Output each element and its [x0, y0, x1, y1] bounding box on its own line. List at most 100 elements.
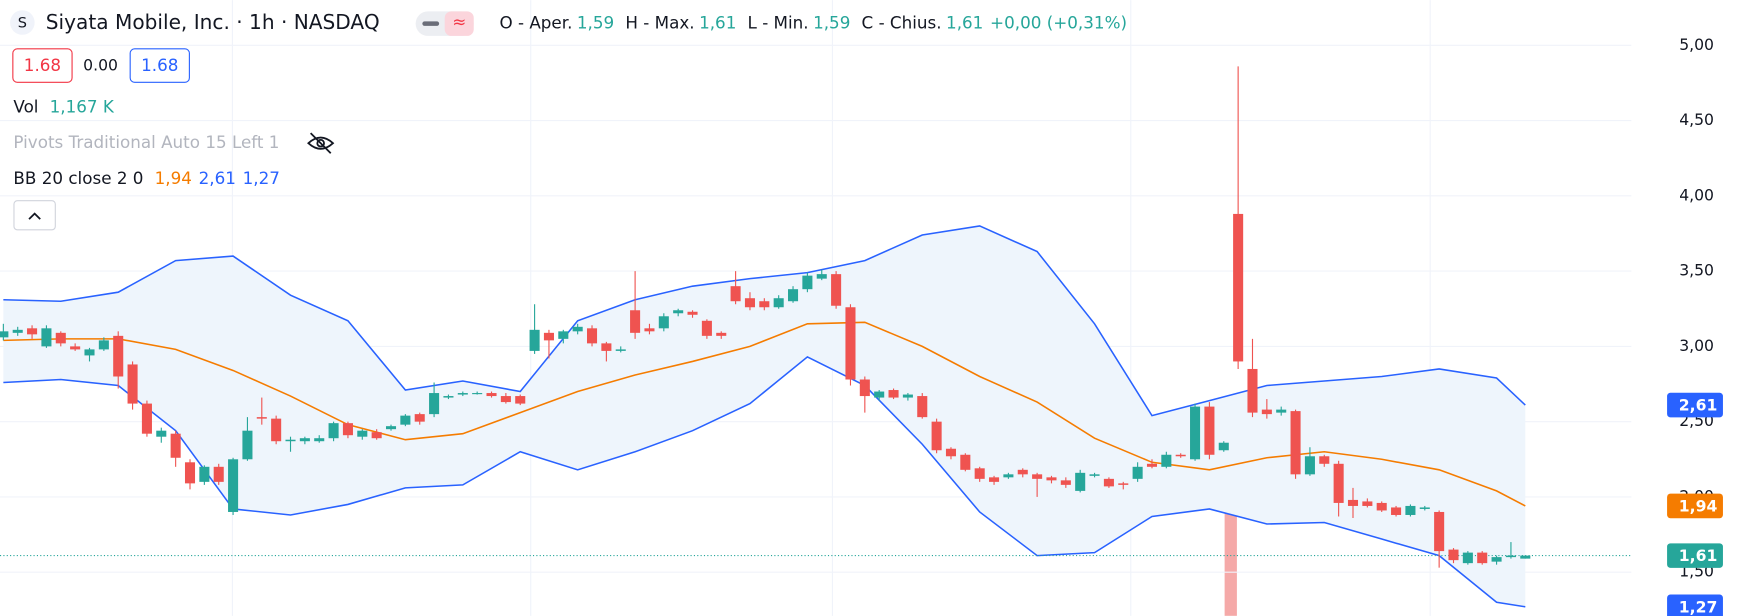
candle-body	[12, 329, 23, 333]
candle-body	[1089, 474, 1100, 476]
candle-body	[328, 423, 339, 439]
buy-price[interactable]: 1.68	[141, 55, 178, 75]
candle-body	[1333, 463, 1344, 503]
candle-body	[314, 438, 325, 442]
y-tick-label: 3,00	[1679, 336, 1714, 355]
candle-body	[55, 332, 66, 344]
hidden-icon[interactable]	[307, 132, 335, 154]
candle-body	[1434, 511, 1445, 552]
candle-body	[1060, 480, 1071, 485]
candle-body	[788, 289, 799, 302]
candle-body	[342, 423, 353, 436]
candle-body	[156, 430, 167, 437]
ohlc-value: 1,61	[946, 13, 983, 33]
price-badge-label: 1,94	[1679, 497, 1718, 516]
candle-body	[1491, 557, 1502, 562]
candle-body	[98, 340, 109, 350]
candle-body	[457, 393, 468, 395]
band-fill	[3, 225, 1526, 607]
candle-body	[1520, 555, 1531, 559]
candle-body	[572, 326, 583, 332]
collapse-button[interactable]	[13, 200, 56, 231]
candle-body	[615, 349, 626, 351]
candle-body	[773, 298, 784, 308]
candle-body	[184, 462, 196, 484]
candle-body	[1075, 472, 1086, 491]
bb-middle: 1,94	[155, 168, 192, 188]
candle-body	[701, 320, 712, 336]
ohlc-legend: O - Aper. 1,59 H - Max. 1,61 L - Min. 1,59 C -…	[499, 13, 1127, 33]
candle-body	[917, 396, 928, 418]
y-tick-label: 4,50	[1679, 110, 1714, 129]
candle-body	[170, 433, 181, 458]
band-lower	[3, 355, 1526, 608]
price-badge-label: 1,61	[1679, 546, 1718, 565]
candle-body	[1118, 483, 1129, 485]
candle-body	[113, 335, 124, 377]
candle-body	[1103, 478, 1114, 487]
y-tick-label: 5,00	[1679, 35, 1714, 54]
candle-body	[759, 301, 770, 308]
ohlc-label: H - Max.	[625, 13, 694, 33]
candle-body	[1362, 501, 1373, 506]
symbol-title[interactable]: Siyata Mobile, Inc. · 1h · NASDAQ	[46, 10, 380, 34]
candle-body	[1032, 474, 1043, 479]
candle-body	[1391, 507, 1402, 515]
candle-body	[127, 364, 138, 404]
candle-body	[960, 454, 971, 470]
logo	[10, 10, 35, 35]
candle-body	[285, 439, 296, 442]
candle-body	[515, 396, 526, 404]
price-badge-label: 2,61	[1679, 396, 1718, 415]
candle-body	[673, 310, 684, 314]
candle-body	[1405, 505, 1416, 515]
candle-body	[586, 328, 598, 344]
candle-body	[558, 331, 569, 339]
sell-button[interactable]	[12, 48, 73, 83]
candle-body	[1161, 454, 1172, 467]
candle-body	[744, 298, 755, 308]
candle-body	[199, 466, 210, 482]
candle-body	[716, 332, 727, 336]
band-upper	[3, 225, 1526, 417]
candle-body	[1376, 502, 1387, 511]
candle-body	[1132, 466, 1143, 479]
candle-body	[429, 393, 440, 415]
candle-body	[371, 432, 382, 439]
candle-body	[1233, 213, 1244, 362]
price-badge-label: 1,27	[1679, 597, 1718, 616]
candle-body	[414, 414, 425, 422]
toggle-active[interactable]	[444, 11, 474, 36]
candle-body	[500, 396, 511, 403]
candle-body	[242, 430, 253, 460]
candle-body	[486, 393, 497, 397]
ohlc-label: C - Chius.	[862, 13, 942, 33]
vol-legend: Vol 1,167 K	[13, 96, 115, 116]
candle-body	[271, 418, 282, 442]
buy-button[interactable]	[129, 48, 190, 83]
candle-body	[256, 417, 267, 419]
candle-body	[1347, 499, 1359, 506]
candle-body	[902, 394, 913, 398]
candle-body	[989, 477, 1000, 482]
price-badge	[1667, 493, 1723, 519]
candle-body	[1290, 411, 1301, 475]
vol-value: 1,167 K	[50, 96, 115, 116]
candle-body	[1462, 552, 1473, 564]
candle-body	[543, 332, 554, 341]
toggle-icon: ≈	[452, 12, 466, 32]
candle-body	[802, 275, 813, 290]
ohlc-value: 1,59	[577, 13, 614, 33]
sell-price[interactable]: 1.68	[24, 55, 61, 75]
price-badge	[1667, 543, 1723, 568]
ohlc-value: 1,61	[699, 13, 736, 33]
ohlc-label: O - Aper.	[499, 13, 572, 33]
candle-body	[529, 329, 540, 351]
logo-letter: S	[18, 16, 27, 32]
ohlc-label: L - Min.	[748, 13, 809, 33]
candle-body	[70, 346, 81, 350]
collapse-icon	[28, 212, 41, 220]
candle-body	[931, 421, 942, 451]
candle-body	[1218, 442, 1229, 451]
